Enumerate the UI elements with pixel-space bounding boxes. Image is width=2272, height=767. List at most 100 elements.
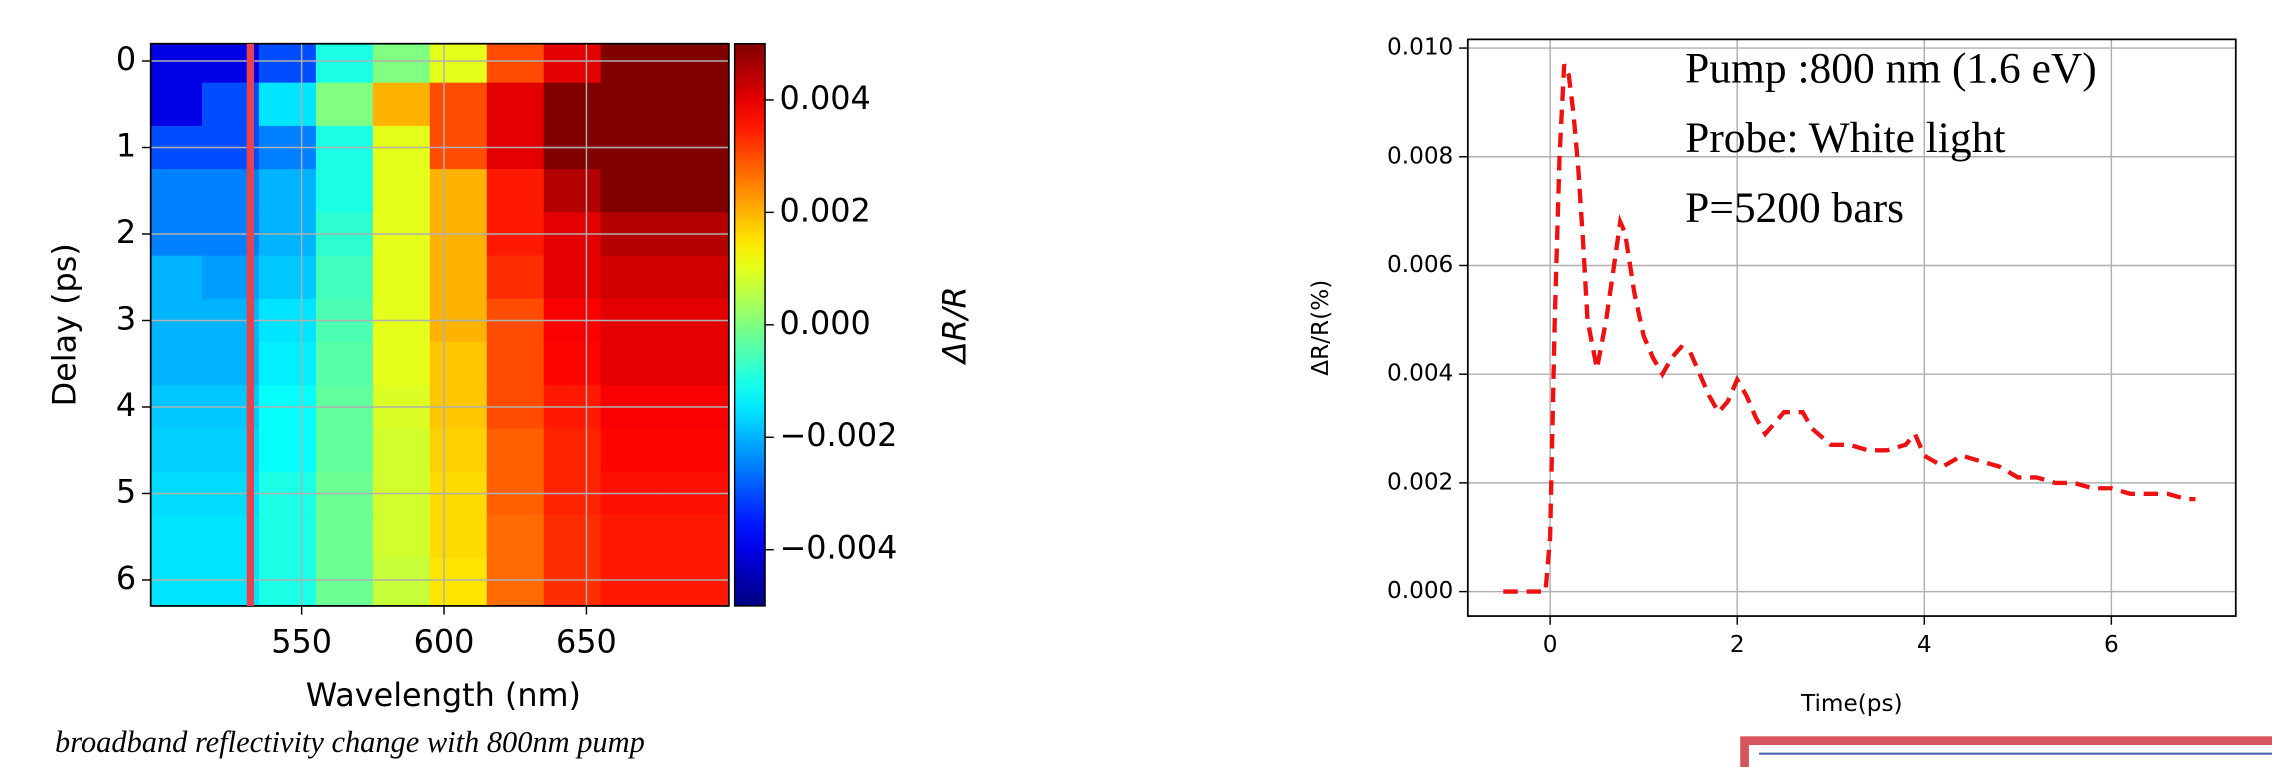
plot-frame [1466, 38, 2237, 617]
heatmap-cell [543, 169, 602, 214]
frame-box [1740, 736, 2272, 767]
colorbar-label: ΔR/R [935, 286, 973, 365]
heatmap-cell [258, 82, 317, 127]
heatmap-cell [600, 428, 659, 473]
colorbar-tick-label: 0.002 [780, 191, 871, 229]
heatmap-cell [150, 255, 203, 300]
y-tick-label: 3 [116, 299, 136, 337]
heatmap-cell [543, 428, 602, 473]
heatmap-cell [372, 558, 431, 607]
heatmap-cell [543, 82, 602, 127]
heatmap-cell [150, 43, 203, 84]
heatmap-cell [315, 43, 374, 84]
x-tick-label: 550 [271, 622, 332, 660]
heatmap-cell [258, 169, 317, 214]
heatmap-cell [486, 428, 545, 473]
x-tick-label: 0 [1543, 631, 1558, 658]
caption: broadband reflectivity change with 800nm… [55, 725, 645, 759]
heatmap-cell [429, 342, 488, 387]
heatmap-cell [429, 515, 488, 560]
heatmap-cell [315, 169, 374, 214]
y-tick-label: 0 [116, 40, 136, 78]
heatmap-cell [657, 515, 730, 560]
heatmap-cell [486, 342, 545, 387]
colorbar-tick-label: 0.000 [780, 304, 871, 342]
plot-frame [149, 42, 730, 607]
heatmap-cell [372, 515, 431, 560]
heatmap-cell [600, 169, 659, 214]
heatmap-cell [429, 428, 488, 473]
colorbar-tick-label: −0.004 [780, 529, 898, 567]
heatmap-cell [429, 558, 488, 607]
y-tick-label: 0.010 [1387, 34, 1453, 61]
heatmap-cell [543, 255, 602, 300]
heatmap-cell [258, 342, 317, 387]
heatmap-cell [600, 558, 659, 607]
x-tick-label: 6 [2104, 631, 2119, 658]
heatmap-cell [372, 342, 431, 387]
y-tick-label: 1 [116, 127, 136, 165]
heatmap-cell [657, 558, 730, 607]
heatmap-cell [315, 558, 374, 607]
heatmap-cell [600, 515, 659, 560]
colorbar-tick-label: −0.002 [780, 416, 898, 454]
heatmap-cell [600, 255, 659, 300]
heatmap-cell [372, 169, 431, 214]
x-axis-label: Time(ps) [1800, 690, 1903, 717]
heatmap-cell [657, 82, 730, 127]
y-tick-label: 0.000 [1387, 577, 1453, 604]
heatmap-cell [150, 428, 203, 473]
heatmap-cell [486, 169, 545, 214]
data-line [1503, 63, 2196, 594]
heatmap-cell [429, 255, 488, 300]
y-tick-label: 0.006 [1387, 251, 1453, 278]
heatmap-cell [258, 515, 317, 560]
heatmap-cell [429, 82, 488, 127]
annotation: Pump :800 nm (1.6 eV) [1685, 45, 2097, 93]
heatmap-cell [429, 169, 488, 214]
heatmap-cell [315, 255, 374, 300]
heatmap-cell [657, 428, 730, 473]
y-tick-label: 6 [116, 559, 136, 597]
heatmap-cell [543, 558, 602, 607]
annotation: P=5200 bars [1685, 184, 1904, 232]
heatmap-cell [543, 342, 602, 387]
heatmap-cell [315, 342, 374, 387]
heatmap-cell [372, 82, 431, 127]
heatmap-cell [657, 43, 730, 84]
heatmap-cell [372, 428, 431, 473]
heatmap-cell [486, 43, 545, 84]
heatmap-cell [150, 558, 203, 607]
heatmap-cell [315, 428, 374, 473]
heatmap-cell [258, 255, 317, 300]
x-tick-label: 4 [1917, 631, 1932, 658]
y-axis-label: ΔR/R(%) [1307, 280, 1334, 376]
x-axis-label: Wavelength (nm) [306, 676, 581, 714]
heatmap-cell [150, 82, 203, 127]
heatmap-cell [372, 43, 431, 84]
y-tick-label: 0.008 [1387, 142, 1453, 169]
colorbar-tick-label: 0.004 [780, 79, 871, 117]
colorbar [733, 42, 766, 607]
y-tick-label: 4 [116, 386, 136, 424]
x-tick-label: 650 [556, 622, 617, 660]
heatmap-cell [150, 515, 203, 560]
heatmap-cell [657, 169, 730, 214]
heatmap-cell [258, 558, 317, 607]
heatmap-cell [543, 43, 602, 84]
heatmap-cell [486, 82, 545, 127]
x-tick-label: 600 [414, 622, 475, 660]
heatmap-cell [315, 82, 374, 127]
annotation: Probe: White light [1685, 114, 2005, 162]
heatmap-cell [486, 255, 545, 300]
heatmap-cell [315, 515, 374, 560]
y-axis-label: Delay (ps) [46, 243, 84, 406]
heatmap-cell [429, 43, 488, 84]
y-tick-label: 5 [116, 472, 136, 510]
y-tick-label: 2 [116, 213, 136, 251]
heatmap-cell [657, 255, 730, 300]
y-tick-label: 0.004 [1387, 360, 1453, 387]
heatmap-cell [150, 169, 203, 214]
heatmap-cell [600, 43, 659, 84]
